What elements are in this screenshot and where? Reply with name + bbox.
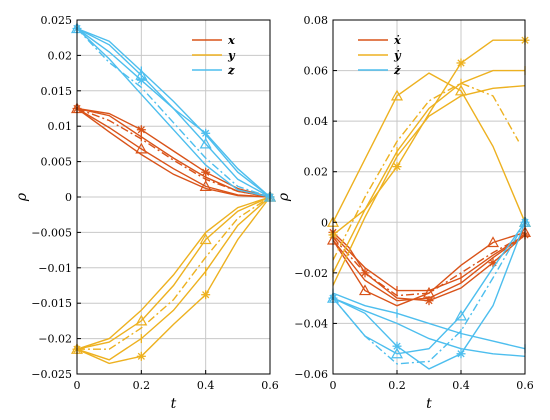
series-line-xdot-3 <box>332 234 526 292</box>
series-marker-zdot <box>392 341 402 351</box>
grid <box>76 19 271 375</box>
y-axis-label: ρ <box>14 192 30 202</box>
series-line-z-12 <box>76 27 271 198</box>
series-marker-ydot <box>456 58 466 68</box>
x-tick-label: 0.4 <box>197 379 215 392</box>
series-line-y-10 <box>76 196 271 350</box>
series-marker-ydot <box>392 162 402 172</box>
series-marker-y <box>135 314 148 326</box>
y-tick-label: 0.015 <box>41 85 73 98</box>
legend: ẋẏż <box>358 33 402 77</box>
chart-panel-2: 0 0.2 0.4 0.6 −0.06 −0.04 −0.02 0 0.02 0.04 0.06 0.… <box>276 14 534 412</box>
y-tick-label: 0.04 <box>304 115 329 128</box>
legend-label: ż <box>393 63 401 77</box>
y-tick-label: 0.005 <box>41 156 73 169</box>
y-tick-label: 0.01 <box>48 120 73 133</box>
y-tick-label: −0.02 <box>294 267 328 280</box>
y-tick-label: −0.005 <box>31 226 72 239</box>
series-group <box>70 22 277 365</box>
series-marker-y <box>136 351 146 361</box>
x-axis-label: t <box>171 396 177 412</box>
x-tick-label: 0.6 <box>261 379 279 392</box>
y-tick-label: 0.06 <box>304 65 329 78</box>
series-marker-ydot <box>454 84 468 96</box>
y-tick-label: −0.06 <box>294 368 328 381</box>
plot-frame <box>332 19 526 375</box>
series-line-zdot-13 <box>332 222 526 370</box>
y-tick-label: 0.02 <box>304 166 329 179</box>
y-tick-label: 0.08 <box>304 14 329 27</box>
x-tick-label: 0.4 <box>452 379 470 392</box>
series-marker-zdot <box>454 309 468 321</box>
series-line-ydot-10 <box>332 85 526 286</box>
series-line-xdot-5 <box>332 234 526 302</box>
y-tick-label: −0.025 <box>31 368 72 381</box>
series-marker-x <box>201 167 211 177</box>
series-marker-z <box>201 128 211 138</box>
series-line-y-6 <box>76 196 271 365</box>
series-marker-x <box>199 180 212 191</box>
y-axis-label: ρ <box>276 192 292 202</box>
series-line-z-14 <box>76 28 271 198</box>
legend-label: ẋ <box>393 33 401 47</box>
y-tick-label: 0 <box>65 191 72 204</box>
series-marker-xdot <box>486 236 500 248</box>
x-tick-label: 0 <box>330 379 337 392</box>
x-axis-label: t <box>426 396 432 412</box>
series-line-zdot-14 <box>332 292 526 350</box>
series-marker-ydot <box>390 89 404 101</box>
series-line-ydot-7 <box>332 72 526 223</box>
y-tick-label: 0.025 <box>41 14 73 27</box>
series-line-x-1 <box>76 107 271 198</box>
series-line-ydot-9 <box>332 69 525 274</box>
y-tick-label: 0.02 <box>48 49 73 62</box>
series-line-z-13 <box>76 27 271 198</box>
series-marker-y <box>199 233 212 245</box>
series-group <box>326 35 532 370</box>
chart-panel-1: 0 0.2 0.4 0.6 −0.025 −0.02 −0.015 −0.01 −0.005 0 0… <box>14 14 279 412</box>
series-marker-z <box>136 75 146 85</box>
y-tick-label: −0.015 <box>31 297 72 310</box>
legend-label: y <box>227 48 236 62</box>
series-marker-zdot <box>390 347 404 359</box>
series-line-x-5 <box>76 107 271 198</box>
x-tick-label: 0.2 <box>133 379 151 392</box>
series-marker-x <box>135 142 148 154</box>
legend: xyz <box>192 33 236 77</box>
x-tick-label: 0.6 <box>516 379 534 392</box>
legend-label: x <box>227 33 235 47</box>
series-line-zdot-12 <box>332 221 526 365</box>
y-tick-label: 0 <box>321 216 328 229</box>
y-tick-label: −0.01 <box>38 262 72 275</box>
series-marker-xdot <box>358 284 372 296</box>
series-line-y-8 <box>77 196 271 350</box>
series-marker-zdot <box>456 349 466 359</box>
series-line-xdot-4 <box>332 234 526 297</box>
y-tick-label: −0.04 <box>294 317 328 330</box>
series-line-y-9 <box>76 196 271 350</box>
series-marker-y <box>201 290 211 300</box>
series-line-ydot-8 <box>332 82 520 261</box>
series-line-x-3 <box>76 107 271 198</box>
x-tick-label: 0.2 <box>388 379 406 392</box>
legend-label: ẏ <box>393 48 402 62</box>
series-marker-z <box>199 137 212 149</box>
y-tick-label: −0.02 <box>38 333 72 346</box>
x-tick-label: 0 <box>74 379 81 392</box>
series-line-zdot-15 <box>332 297 526 357</box>
legend-label: z <box>227 63 235 77</box>
series-line-z-15 <box>76 27 271 198</box>
series-line-y-7 <box>76 196 271 361</box>
